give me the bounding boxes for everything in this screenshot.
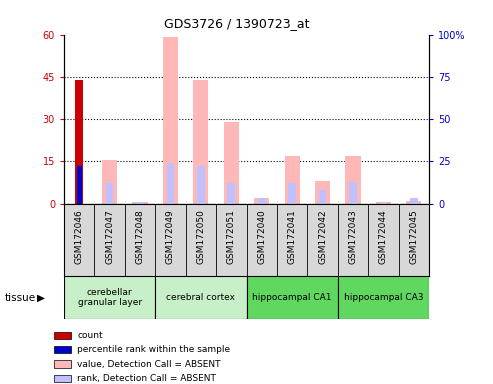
Bar [227,183,235,204]
Bar [345,156,360,204]
Bar [155,276,246,319]
Text: value, Detection Call = ABSENT: value, Detection Call = ABSENT [77,360,221,369]
Bar [258,199,266,204]
Text: GSM172045: GSM172045 [409,209,418,264]
Text: GSM172040: GSM172040 [257,209,266,264]
Text: hippocampal CA1: hippocampal CA1 [252,293,332,302]
Bar [54,332,71,339]
Bar [406,201,422,204]
Text: hippocampal CA3: hippocampal CA3 [344,293,423,302]
Bar [349,182,357,204]
Bar [254,198,269,204]
Text: rank, Detection Call = ABSENT: rank, Detection Call = ABSENT [77,374,216,383]
Bar [75,79,83,204]
Bar [197,166,205,204]
Text: GSM172042: GSM172042 [318,209,327,264]
Bar [246,276,338,319]
Bar [288,183,296,204]
Bar [54,346,71,353]
Bar [167,163,175,204]
Bar [102,160,117,204]
Bar [410,199,418,204]
Text: GSM172050: GSM172050 [196,209,206,264]
Bar [163,37,178,204]
Text: GSM172046: GSM172046 [75,209,84,264]
Text: GSM172051: GSM172051 [227,209,236,264]
Bar [106,183,113,204]
Bar [54,360,71,368]
Bar [54,375,71,382]
Text: GSM172047: GSM172047 [105,209,114,264]
Bar [318,190,326,204]
Bar [136,202,144,204]
Bar [380,203,387,204]
Bar [315,181,330,204]
Text: cerebellar
granular layer: cerebellar granular layer [77,288,142,307]
Text: GSM172044: GSM172044 [379,209,388,264]
Text: GSM172043: GSM172043 [349,209,357,264]
Bar [284,156,300,204]
Bar [77,166,81,204]
Text: tissue: tissue [5,293,36,303]
Text: GDS3726 / 1390723_at: GDS3726 / 1390723_at [164,17,310,30]
Bar [338,276,429,319]
Text: percentile rank within the sample: percentile rank within the sample [77,345,231,354]
Text: GSM172041: GSM172041 [287,209,297,264]
Text: GSM172048: GSM172048 [136,209,144,264]
Text: GSM172049: GSM172049 [166,209,175,264]
Bar [224,122,239,204]
Bar [133,202,148,204]
Bar [376,202,391,204]
Bar [193,79,209,204]
Text: count: count [77,331,103,340]
Text: ▶: ▶ [37,293,45,303]
Bar [64,276,155,319]
Text: cerebral cortex: cerebral cortex [167,293,235,302]
